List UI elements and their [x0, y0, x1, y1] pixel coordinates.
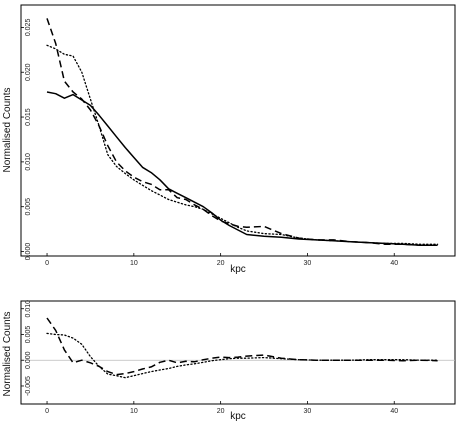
bottom-x-axis-label: kpc [230, 411, 246, 422]
top-x-axis-label: kpc [230, 264, 246, 275]
top-plot-frame [20, 4, 456, 257]
top-y-tick-label: 0.025 [25, 19, 32, 37]
bottom-y-tick-label: 0.005 [25, 326, 32, 344]
bottom-y-tick-label: -0.005 [25, 376, 32, 396]
top-x-tick-label: 40 [390, 260, 398, 267]
top-x-tick-label: 0 [45, 260, 49, 267]
top-y-tick-label: 0.000 [25, 243, 32, 261]
bottom-panel: 0 10 20 30 40 -0.005 0.000 0.005 0.010 kpc Norma… [2, 300, 456, 422]
top-series-line-dashed [46, 18, 438, 246]
bottom-series [46, 317, 439, 379]
bottom-x-tick-label: 40 [390, 408, 398, 415]
top-y-tick-label: 0.005 [25, 198, 32, 216]
bottom-plot-frame [20, 300, 456, 405]
top-y-tick-label: 0.015 [25, 108, 32, 126]
top-x-tick-label: 10 [130, 260, 138, 267]
top-ticks: 0 10 20 30 40 0.000 0.005 0.010 0.015 0.020 0.025 [21, 19, 398, 267]
top-panel: 0 10 20 30 400.0000.0050.0100.0150.0200.025 … [2, 4, 456, 275]
bottom-y-tick-label: 0.010 [25, 300, 32, 318]
bottom-series-line-dashed [46, 317, 438, 376]
bottom-x-tick-label: 10 [130, 408, 138, 415]
top-series [46, 18, 439, 246]
bottom-ticks: 0 10 20 30 40 -0.005 0.000 0.005 0.010 [21, 300, 398, 415]
bottom-x-tick-label: 30 [304, 408, 312, 415]
top-x-tick-label: 20 [217, 260, 225, 267]
top-x-tick-label: 30 [304, 260, 312, 267]
bottom-series-line-dotted [46, 332, 439, 379]
bottom-x-tick-label: 20 [217, 408, 225, 415]
bottom-y-axis-label: Normalised Counts [2, 311, 13, 396]
top-y-tick-label: 0.020 [25, 63, 32, 81]
bottom-y-tick-label: 0.000 [25, 351, 32, 369]
top-series-line-solid [46, 91, 438, 246]
top-y-axis-label: Normalised Counts [2, 87, 13, 172]
top-series-line-dotted [46, 44, 439, 245]
top-y-tick-label: 0.010 [25, 153, 32, 171]
bottom-x-tick-label: 0 [45, 408, 49, 415]
